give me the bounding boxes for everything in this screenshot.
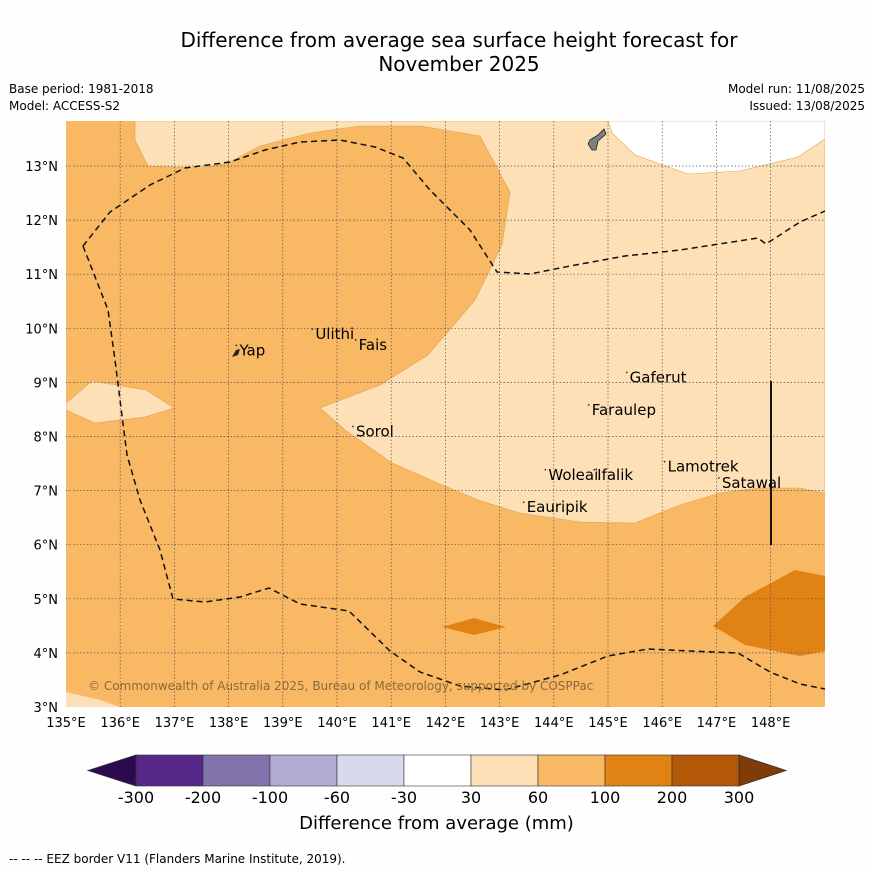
- lat-tick-label: 8°N: [34, 431, 59, 446]
- place-label-eauripik: Eauripik: [527, 498, 588, 516]
- lon-tick-label: 138°E: [209, 716, 249, 731]
- meta-right: Model run: 11/08/2025 Issued: 13/08/2025: [728, 81, 865, 115]
- lon-tick-label: 140°E: [317, 716, 357, 731]
- lon-tick-label: 136°E: [100, 716, 140, 731]
- place-label-yap: Yap: [238, 341, 265, 359]
- eez-legend-note: -- -- -- EEZ border V11 (Flanders Marine…: [9, 852, 346, 866]
- colorbar-tick-label: -60: [323, 788, 351, 807]
- place-label-woleai: Woleai: [548, 466, 598, 484]
- colorbar-max-arrow: [738, 754, 788, 787]
- map-area: Yap Ulithi Fais Sorol Gaferut Faraulep WoleaiI…: [66, 121, 825, 707]
- axis-ticks: 135°E 136°E 137°E 138°E 139°E 140°E 141°E 142°E…: [25, 160, 790, 731]
- title-line-2: November 2025: [378, 52, 540, 76]
- yap-island: [232, 349, 240, 357]
- place-label-ifalik: Ifalik: [597, 466, 633, 484]
- colorbar-tick-label: 60: [527, 788, 549, 807]
- colorbar-tick-label: -300: [117, 788, 155, 807]
- lon-tick-label: 137°E: [155, 716, 195, 731]
- lat-tick-label: 7°N: [34, 485, 59, 500]
- lon-tick-label: 147°E: [697, 716, 737, 731]
- graticule: [66, 121, 825, 707]
- contour-30-60-sw: [66, 692, 120, 707]
- lat-tick-label: 10°N: [25, 322, 58, 337]
- lat-tick-label: 6°N: [34, 539, 59, 554]
- colorbar-tick-label: -100: [251, 788, 289, 807]
- lon-tick-label: 144°E: [534, 716, 574, 731]
- eez-border-north: [82, 139, 825, 275]
- contour-30-60-ne: [134, 121, 825, 524]
- island-marker: [311, 328, 314, 331]
- lat-tick-label: 5°N: [34, 593, 59, 608]
- island-marker: [587, 403, 590, 406]
- colorbar-tick-label: 30: [460, 788, 482, 807]
- colorbar-min-arrow: [86, 754, 137, 787]
- place-label-faraulep: Faraulep: [592, 401, 656, 419]
- colorbar-title: Difference from average (mm): [299, 813, 574, 834]
- meta-left: Base period: 1981-2018 Model: ACCESS-S2: [9, 81, 154, 115]
- colorbar-segment: [202, 754, 271, 787]
- guam-island: [587, 128, 607, 151]
- colorbar-tick-label: 300: [723, 788, 755, 807]
- lon-tick-label: 148°E: [751, 716, 791, 731]
- island-marker: [717, 476, 720, 479]
- place-label-fais: Fais: [359, 336, 388, 354]
- chart-title: Difference from average sea surface heig…: [40, 28, 873, 76]
- lat-tick-label: 9°N: [34, 376, 59, 391]
- colorbar-tick-label: 100: [589, 788, 621, 807]
- lat-tick-label: 11°N: [25, 268, 58, 283]
- lon-tick-label: 141°E: [371, 716, 411, 731]
- lat-tick-label: 12°N: [25, 214, 58, 229]
- eez-border: [82, 245, 825, 691]
- island-marker: [593, 468, 596, 471]
- contour-100-200-small: [442, 618, 506, 635]
- colorbar-segment: [135, 754, 204, 787]
- lon-tick-label: 135°E: [46, 716, 86, 731]
- place-label-sorol: Sorol: [356, 423, 394, 441]
- model-run: Model run: 11/08/2025: [727, 82, 865, 96]
- place-label-gaferut: Gaferut: [630, 368, 687, 386]
- island-marker: [235, 344, 238, 347]
- colorbar-tick-label: 200: [656, 788, 688, 807]
- place-label-ulithi: Ulithi: [315, 325, 354, 343]
- colorbar-segment: [604, 754, 673, 787]
- lon-tick-label: 145°E: [588, 716, 628, 731]
- colorbar-segment: [269, 754, 338, 787]
- island-marker: [352, 425, 354, 428]
- lon-tick-label: 143°E: [480, 716, 520, 731]
- lat-tick-label: 13°N: [25, 160, 58, 175]
- place-label-satawal: Satawal: [722, 474, 781, 492]
- colorbar-segment: [671, 754, 740, 787]
- lat-tick-label: 3°N: [34, 701, 59, 716]
- lon-tick-label: 142°E: [426, 716, 466, 731]
- lon-tick-label: 139°E: [263, 716, 303, 731]
- base-period: Base period: 1981-2018: [9, 82, 154, 96]
- island-marker: [354, 339, 357, 341]
- colorbar-tick-label: -30: [390, 788, 418, 807]
- island-marker: [522, 501, 525, 504]
- model-name: Model: ACCESS-S2: [9, 99, 121, 113]
- issued-date: Issued: 13/08/2025: [749, 99, 865, 113]
- lon-tick-label: 146°E: [642, 716, 682, 731]
- colorbar: [86, 754, 788, 787]
- contour-100-200-se: [713, 570, 825, 656]
- colorbar-tick-label: -200: [184, 788, 222, 807]
- place-labels: Yap Ulithi Fais Sorol Gaferut Faraulep WoleaiI…: [235, 325, 781, 516]
- place-label-lamotrek: Lamotrek: [668, 458, 739, 476]
- colorbar-segment: [470, 754, 539, 787]
- title-line-1: Difference from average sea surface heig…: [180, 28, 738, 52]
- island-marker: [663, 460, 666, 463]
- colorbar-segment: [403, 754, 472, 787]
- lat-tick-label: 4°N: [34, 647, 59, 662]
- colorbar-segment: [537, 754, 606, 787]
- colorbar-segment: [336, 754, 405, 787]
- copyright-text: © Commonwealth of Australia 2025, Bureau…: [88, 679, 593, 693]
- island-marker: [544, 468, 547, 471]
- island-marker: [625, 371, 628, 374]
